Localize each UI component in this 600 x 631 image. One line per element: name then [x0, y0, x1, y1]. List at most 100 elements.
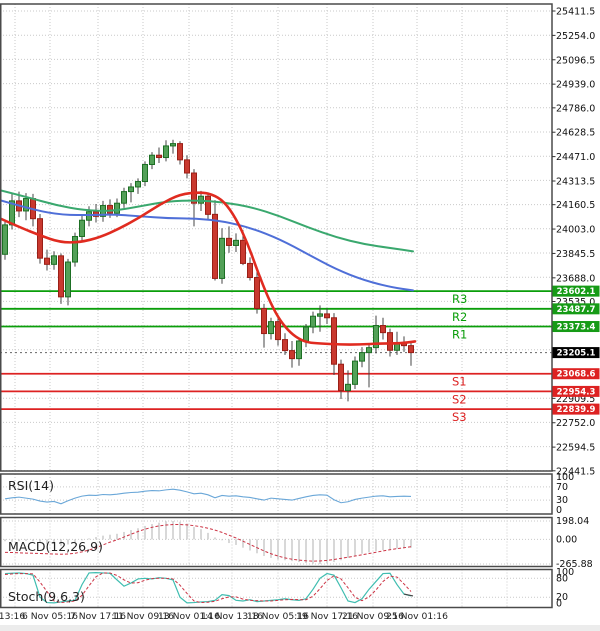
candle-down [338, 363, 344, 392]
price-tick-label: 22594.5 [556, 443, 595, 454]
level-s1-badge-text: 23068.6 [557, 370, 596, 380]
candle-down [58, 255, 64, 298]
level-label-r1: R1 [452, 328, 467, 342]
candle-up [345, 383, 351, 392]
candle-down [254, 277, 260, 309]
candle-up [2, 224, 8, 255]
ma-red [0, 191, 417, 346]
candle-up [352, 360, 358, 385]
candle-up [296, 340, 302, 360]
date-label: 18 Nov 05:16 [247, 611, 309, 622]
price-tick-label: 22752.0 [556, 418, 595, 429]
candle-up [359, 352, 365, 362]
stoch-label: Stoch(9,6,3) [8, 589, 85, 604]
macd-tick-label: 198.04 [556, 516, 589, 527]
rsi-tick-label: 70 [556, 482, 568, 493]
rsi-line [4, 488, 412, 505]
candle-up [373, 325, 379, 349]
level-s3-badge-text: 22839.9 [557, 405, 596, 415]
price-tick-label: 24313.5 [556, 176, 595, 187]
candle-up [135, 181, 141, 188]
stoch-k-line [4, 572, 412, 604]
price-tick-label: 24471.0 [556, 152, 595, 163]
level-label-s2: S2 [452, 392, 467, 406]
price-tick-label: 24003.0 [556, 225, 595, 236]
price-tick-label: 25411.5 [556, 7, 595, 18]
date-label: 6 Nov 05:16 [22, 611, 78, 622]
candle-up [72, 235, 78, 263]
candle-down [156, 154, 162, 159]
candle-down [289, 350, 295, 360]
candle-down [275, 321, 281, 341]
candle-up [142, 163, 148, 183]
level-s2-badge-text: 22954.3 [557, 387, 596, 397]
date-label: 13 Nov 01:16 [158, 611, 220, 622]
price-tick-label: 24628.5 [556, 128, 595, 139]
candle-up [149, 154, 155, 165]
candle-up [51, 255, 57, 265]
candle-down [247, 262, 253, 279]
level-label-s3: S3 [452, 410, 467, 424]
candle-down [37, 218, 43, 259]
last-price-badge-text: 23205.1 [557, 349, 596, 359]
candle-up [233, 239, 239, 246]
level-label-r3: R3 [452, 292, 467, 306]
date-label: 21 Nov 09:16 [342, 611, 404, 622]
candle-down [226, 237, 232, 246]
stoch-tick-label: 80 [556, 573, 568, 584]
price-tick-label: 24786.0 [556, 103, 595, 114]
candle-down [184, 159, 190, 174]
level-s3-badge [552, 403, 600, 415]
candle-up [268, 321, 274, 335]
price-tick-label: 24939.0 [556, 80, 595, 91]
candle-down [240, 239, 246, 264]
price-tick-label: 23845.5 [556, 249, 595, 260]
level-s2-badge [552, 385, 600, 397]
macd-tick-label: 0.00 [556, 534, 577, 545]
level-label-r2: R2 [452, 310, 467, 324]
candle-down [177, 143, 183, 161]
date-label: 25 Nov 01:16 [386, 611, 448, 622]
macd-signal-line [4, 524, 412, 562]
candle-up [170, 143, 176, 147]
stoch-tick-label: 0 [556, 599, 562, 610]
price-tick-label: 22441.5 [556, 466, 595, 477]
stoch-tick-label: 20 [556, 592, 568, 603]
level-label-s1: S1 [452, 375, 467, 389]
candle-down [44, 257, 50, 265]
price-tick-label: 25096.5 [556, 55, 595, 66]
stoch-end-tail [403, 593, 414, 597]
candle-down [212, 213, 218, 279]
candle-up [79, 219, 85, 237]
chart-graphics: R3 R2 R1 S1 S2 S3 25411.5 25254.0 25096.5 24939.0… [0, 3, 600, 631]
pane-border [0, 3, 553, 472]
last-price-badge [552, 347, 600, 359]
pane-border [0, 473, 553, 515]
candle-up [121, 191, 127, 204]
footer-strip [0, 625, 600, 631]
date-label: 11 Nov 09:16 [112, 611, 174, 622]
price-tick-label: 25254.0 [556, 31, 595, 42]
candle-up [23, 198, 29, 212]
level-r1-badge [552, 321, 600, 333]
ma-blue [0, 199, 414, 292]
macd-label: MACD(12,26,9) [8, 539, 103, 554]
candle-down [261, 307, 267, 335]
candle-up [65, 261, 71, 298]
candle-up [366, 347, 372, 354]
candle-up [219, 237, 225, 279]
level-r2-badge [552, 303, 600, 315]
date-label: 14 Nov 13:16 [201, 611, 263, 622]
rsi-label: RSI(14) [8, 478, 54, 493]
candle-down [331, 317, 337, 365]
candle-down [205, 195, 211, 215]
macd-tick-label: -265.88 [556, 559, 593, 570]
ma-green [0, 189, 414, 253]
date-label: 19 Nov 17:16 [296, 611, 358, 622]
price-tick-label: 23535.0 [556, 297, 595, 308]
rsi-tick-label: 0 [556, 505, 562, 516]
level-r3-badge [552, 285, 600, 297]
candle-down [282, 339, 288, 352]
